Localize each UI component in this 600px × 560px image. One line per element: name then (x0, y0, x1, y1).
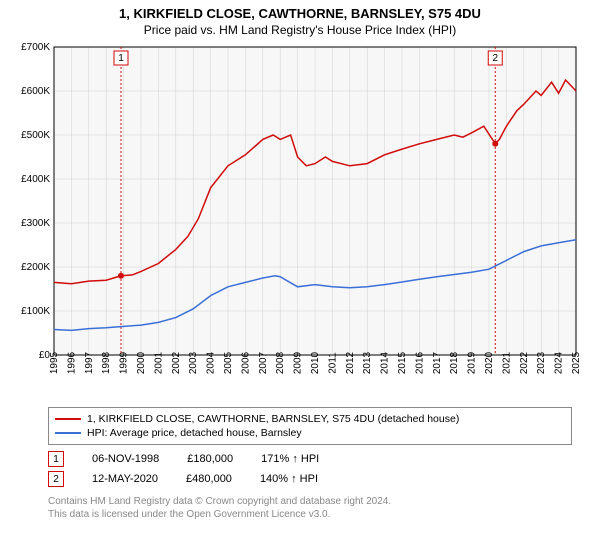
transaction-row: 1 06-NOV-1998 £180,000 171% ↑ HPI (48, 449, 572, 469)
svg-text:2: 2 (492, 53, 498, 64)
transaction-price: £480,000 (186, 473, 232, 485)
legend-swatch (55, 432, 81, 434)
svg-text:£500K: £500K (21, 130, 50, 141)
attribution-line: This data is licensed under the Open Gov… (48, 508, 572, 521)
legend-swatch (55, 418, 81, 420)
chart: £0£100K£200K£300K£400K£500K£600K£700K199… (10, 41, 590, 401)
transaction-date: 12-MAY-2020 (92, 473, 158, 485)
svg-text:£200K: £200K (21, 262, 50, 273)
chart-subtitle: Price paid vs. HM Land Registry's House … (8, 23, 592, 37)
svg-text:£100K: £100K (21, 306, 50, 317)
transaction-hpi-delta: 171% ↑ HPI (261, 453, 319, 465)
legend-label: HPI: Average price, detached house, Barn… (87, 427, 302, 439)
transaction-row: 2 12-MAY-2020 £480,000 140% ↑ HPI (48, 469, 572, 489)
svg-text:£300K: £300K (21, 218, 50, 229)
chart-svg: £0£100K£200K£300K£400K£500K£600K£700K199… (10, 41, 590, 401)
svg-text:1: 1 (118, 53, 124, 64)
svg-text:£700K: £700K (21, 42, 50, 53)
legend-row: 1, KIRKFIELD CLOSE, CAWTHORNE, BARNSLEY,… (55, 412, 565, 426)
legend-row: HPI: Average price, detached house, Barn… (55, 426, 565, 440)
marker-badge: 2 (48, 471, 64, 487)
transaction-date: 06-NOV-1998 (92, 453, 159, 465)
attribution: Contains HM Land Registry data © Crown c… (48, 495, 572, 521)
transaction-price: £180,000 (187, 453, 233, 465)
transaction-hpi-delta: 140% ↑ HPI (260, 473, 318, 485)
series-legend: 1, KIRKFIELD CLOSE, CAWTHORNE, BARNSLEY,… (48, 407, 572, 445)
marker-badge: 1 (48, 451, 64, 467)
legend-label: 1, KIRKFIELD CLOSE, CAWTHORNE, BARNSLEY,… (87, 413, 459, 425)
svg-text:£400K: £400K (21, 174, 50, 185)
transaction-legend: 1 06-NOV-1998 £180,000 171% ↑ HPI 2 12-M… (48, 449, 572, 489)
chart-title: 1, KIRKFIELD CLOSE, CAWTHORNE, BARNSLEY,… (8, 6, 592, 21)
attribution-line: Contains HM Land Registry data © Crown c… (48, 495, 572, 508)
svg-text:£600K: £600K (21, 86, 50, 97)
